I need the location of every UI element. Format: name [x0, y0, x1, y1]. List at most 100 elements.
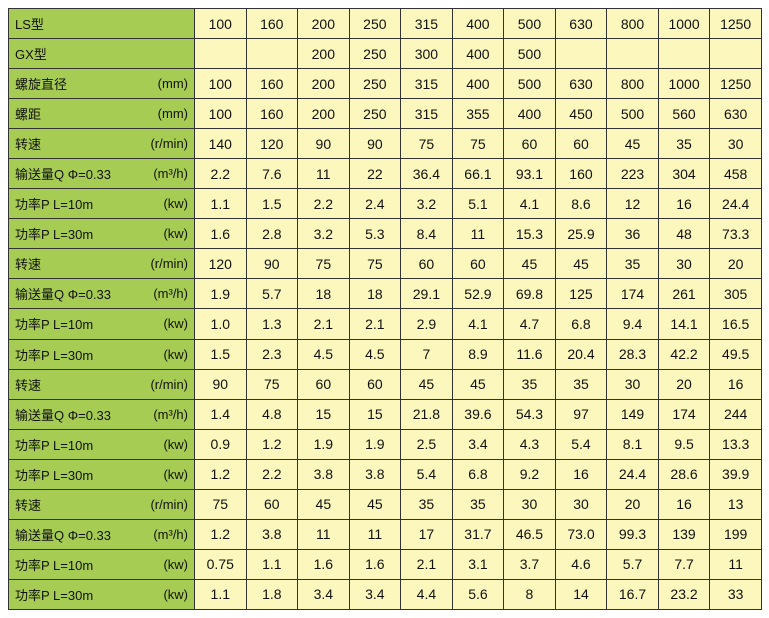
- value-cell: 36.4: [400, 158, 453, 190]
- value-cell: 42.2: [657, 338, 711, 370]
- row-unit: (m³/h): [153, 526, 188, 542]
- value-cell: 90: [348, 128, 402, 160]
- value-cell: 25.9: [554, 218, 608, 250]
- row-label: 转速: [15, 377, 42, 393]
- value-cell: 160: [245, 7, 299, 40]
- value-cell: 1.1: [194, 578, 247, 611]
- row-header: GX型: [8, 38, 195, 70]
- value-cell: 35: [400, 488, 453, 520]
- value-cell: 8.6: [554, 188, 608, 220]
- value-cell: 18: [348, 278, 402, 310]
- row-label: 输送量Q Φ=0.33: [15, 407, 111, 423]
- value-cell: 18: [297, 278, 350, 310]
- row-header-content: 转速 (r/min): [15, 254, 188, 273]
- value-cell: 630: [554, 7, 608, 40]
- value-cell: 160: [245, 98, 299, 130]
- value-cell: 305: [709, 278, 762, 310]
- row-label: 功率P L=10m: [15, 557, 94, 573]
- row-label: 功率P L=30m: [15, 227, 94, 243]
- value-cell: 458: [709, 158, 762, 190]
- value-cell: 73.3: [709, 218, 762, 250]
- value-cell: 99.3: [606, 518, 659, 550]
- value-cell: 29.1: [400, 278, 453, 310]
- value-cell: 1.2: [194, 458, 247, 490]
- value-cell: 500: [503, 68, 556, 100]
- row-header: 螺距 (mm): [8, 98, 195, 130]
- value-cell: 16: [554, 458, 608, 490]
- value-cell: 35: [606, 248, 659, 280]
- value-cell: 2.1: [297, 308, 350, 340]
- value-cell: 11: [709, 548, 762, 580]
- row-unit: (r/min): [150, 376, 188, 392]
- row-unit: (r/min): [150, 136, 188, 152]
- value-cell: 500: [503, 7, 556, 40]
- row-unit: (kw): [163, 346, 188, 362]
- value-cell: 60: [297, 368, 350, 400]
- value-cell: 5.1: [451, 188, 505, 220]
- value-cell: 0.75: [194, 548, 247, 580]
- value-cell: 15.3: [503, 218, 556, 250]
- row-header-content: 功率P L=10m (kw): [15, 194, 188, 213]
- table-row: 功率P L=10m (kw) 0.9 1.2 1.9 1.9 2.5 3.4 4.3 5.4 8.1…: [8, 428, 762, 460]
- value-cell: 2.5: [400, 428, 453, 460]
- value-cell: 3.8: [348, 458, 402, 490]
- value-cell: 45: [606, 128, 659, 160]
- table-row: 螺旋直径 (mm) 100 160 200 250 315 400 500 630 800 1000 1…: [8, 68, 762, 100]
- value-cell: 500: [606, 98, 659, 130]
- value-cell: 630: [554, 68, 608, 100]
- value-cell: 49.5: [709, 338, 762, 370]
- value-cell: 400: [503, 98, 556, 130]
- value-cell: 7.6: [245, 158, 299, 190]
- value-cell: 35: [451, 488, 505, 520]
- table-row: 转速 (r/min) 75 60 45 45 35 35 30 30 20 16 13: [8, 488, 762, 520]
- value-cell: 2.2: [245, 458, 299, 490]
- value-cell: 69.8: [503, 278, 556, 310]
- row-header: LS型: [8, 7, 195, 40]
- row-unit: (m³/h): [153, 166, 188, 182]
- value-cell: 45: [297, 488, 350, 520]
- value-cell: 75: [245, 368, 299, 400]
- row-unit: (kw): [163, 586, 188, 602]
- value-cell: 75: [451, 128, 505, 160]
- row-header-content: 转速 (r/min): [15, 134, 188, 153]
- value-cell: 3.1: [451, 548, 505, 580]
- value-cell: [657, 38, 711, 70]
- value-cell: 52.9: [451, 278, 505, 310]
- value-cell: 125: [554, 278, 608, 310]
- value-cell: 400: [451, 38, 505, 70]
- value-cell: 90: [245, 248, 299, 280]
- value-cell: 1.5: [194, 338, 247, 370]
- row-header: 转速 (r/min): [8, 488, 195, 520]
- value-cell: 200: [297, 98, 350, 130]
- value-cell: 75: [400, 128, 453, 160]
- value-cell: 100: [194, 98, 247, 130]
- table-row: 螺距 (mm) 100 160 200 250 315 355 400 450 500 560 630: [8, 98, 762, 130]
- table-row: 功率P L=10m (kw) 1.1 1.5 2.2 2.4 3.2 5.1 4.1 8.6 12 1…: [8, 188, 762, 220]
- value-cell: 39.6: [451, 398, 505, 430]
- row-label: 输送量Q Φ=0.33: [15, 287, 111, 303]
- value-cell: 250: [348, 98, 402, 130]
- value-cell: [606, 38, 659, 70]
- row-header-content: 功率P L=30m (kw): [15, 585, 188, 604]
- value-cell: 315: [400, 68, 453, 100]
- table-row: 功率P L=30m (kw) 1.6 2.8 3.2 5.3 8.4 11 15.3 25.9 36…: [8, 218, 762, 250]
- value-cell: 1000: [657, 7, 711, 40]
- row-header: 输送量Q Φ=0.33 (m³/h): [8, 518, 195, 550]
- value-cell: [554, 38, 608, 70]
- row-unit: (kw): [163, 316, 188, 332]
- value-cell: 9.5: [657, 428, 711, 460]
- row-header: 转速 (r/min): [8, 128, 195, 160]
- row-header: 转速 (r/min): [8, 368, 195, 400]
- value-cell: [194, 38, 247, 70]
- row-header-content: GX型: [15, 44, 188, 63]
- row-header-content: LS型: [15, 14, 188, 33]
- value-cell: 400: [451, 68, 505, 100]
- row-label: 转速: [15, 497, 42, 513]
- value-cell: 90: [194, 368, 247, 400]
- value-cell: 3.2: [400, 188, 453, 220]
- row-label: 转速: [15, 257, 42, 273]
- value-cell: 1.1: [245, 548, 299, 580]
- value-cell: 21.8: [400, 398, 453, 430]
- value-cell: 24.4: [709, 188, 762, 220]
- value-cell: 35: [503, 368, 556, 400]
